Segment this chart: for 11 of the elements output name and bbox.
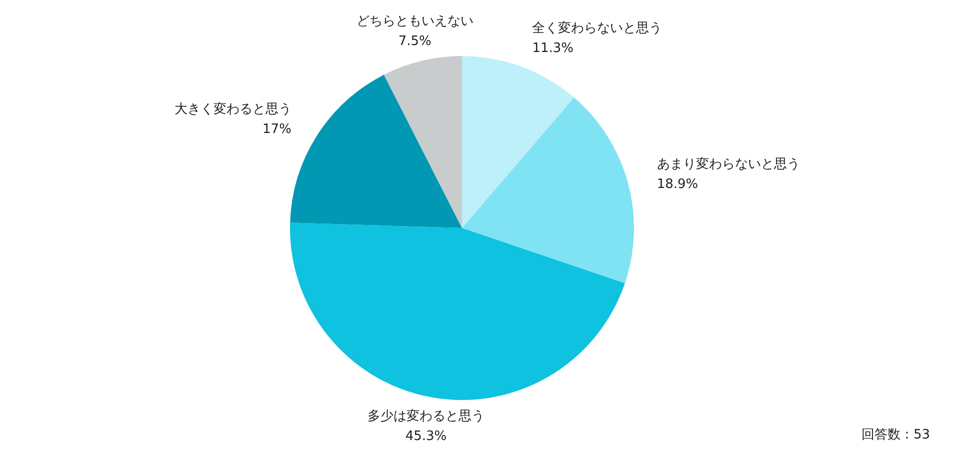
data-label: 17%: [262, 122, 292, 138]
data-label: 45.3%: [405, 429, 447, 444]
slice-label: 大きく変わると思う: [174, 101, 292, 118]
text: 回答数：53: [861, 427, 930, 442]
slice-label: 多少は変わると思う: [368, 408, 485, 424]
data-label: 7.5%: [398, 34, 432, 49]
data-label: 11.3%: [532, 40, 574, 56]
slice-label: 全く変わらないと思う: [532, 20, 662, 36]
slice-label: どちらともいえない: [356, 14, 474, 29]
data-label: 18.9%: [656, 177, 698, 192]
slice-label: あまり変わらないと思う: [656, 156, 800, 172]
